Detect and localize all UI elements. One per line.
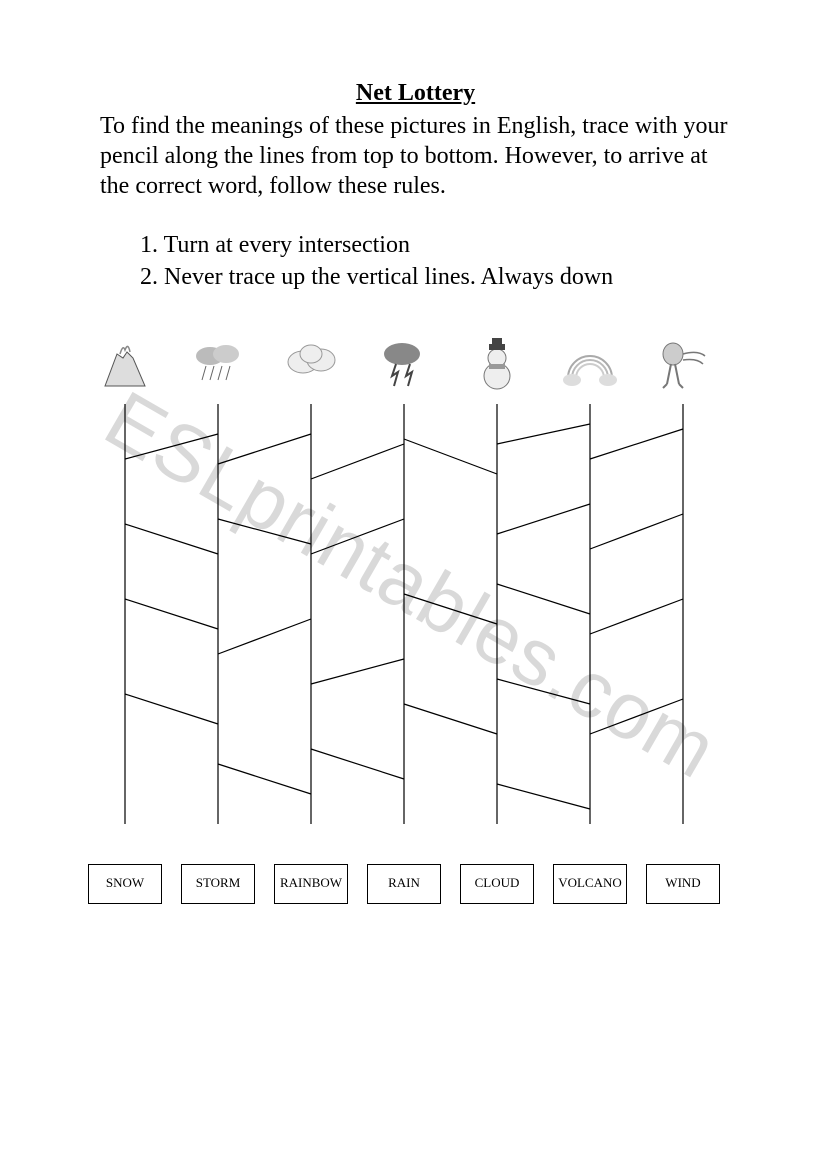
rung-line (590, 599, 683, 634)
rung-line (311, 519, 404, 554)
ladder-diagram: SNOW STORM RAINBOW RAIN CLOUD VOLCANO WIND (90, 334, 730, 914)
answer-box: STORM (181, 864, 255, 904)
wind-icon (648, 334, 718, 394)
rain-icon (183, 334, 253, 394)
answer-row: SNOW STORM RAINBOW RAIN CLOUD VOLCANO WIND (90, 864, 730, 914)
rung-line (590, 429, 683, 459)
rule-2: 2. Never trace up the vertical lines. Al… (140, 261, 731, 293)
rung-line (497, 784, 590, 809)
rung-line (125, 524, 218, 554)
answer-box: CLOUD (460, 864, 534, 904)
answer-box: RAINBOW (274, 864, 348, 904)
rung-line (590, 699, 683, 734)
rule-1: 1. Turn at every intersection (140, 229, 731, 261)
storm-icon (369, 334, 439, 394)
cloud-icon (276, 334, 346, 394)
rung-line (497, 584, 590, 614)
answer-box: SNOW (88, 864, 162, 904)
icon-row (90, 334, 730, 404)
page-title: Net Lottery (100, 80, 731, 107)
answer-box: RAIN (367, 864, 441, 904)
rung-line (125, 434, 218, 459)
answer-box: WIND (646, 864, 720, 904)
rung-line (404, 439, 497, 474)
snowman-icon (462, 334, 532, 394)
rung-line (218, 619, 311, 654)
rung-line (404, 704, 497, 734)
rung-line (218, 519, 311, 544)
rainbow-icon (555, 334, 625, 394)
rung-line (125, 599, 218, 629)
rung-line (404, 594, 497, 624)
instructions-text: To find the meanings of these pictures i… (100, 111, 731, 201)
rung-line (218, 764, 311, 794)
rung-line (497, 679, 590, 704)
volcano-icon (90, 334, 160, 394)
answer-box: VOLCANO (553, 864, 627, 904)
rung-line (218, 434, 311, 464)
rung-line (590, 514, 683, 549)
rung-line (311, 749, 404, 779)
rung-line (497, 424, 590, 444)
rung-line (497, 504, 590, 534)
rung-line (311, 444, 404, 479)
rung-line (125, 694, 218, 724)
rules-list: 1. Turn at every intersection 2. Never t… (140, 229, 731, 294)
ladder-svg (90, 404, 730, 824)
rung-line (311, 659, 404, 684)
